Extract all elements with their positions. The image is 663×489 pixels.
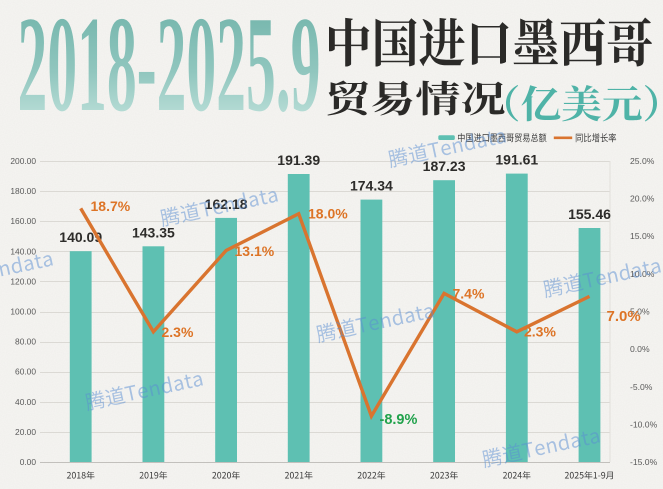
svg-text:-5.0%: -5.0% <box>630 382 653 392</box>
svg-text:2.3%: 2.3% <box>524 324 556 340</box>
svg-text:18.0%: 18.0% <box>308 206 348 222</box>
svg-text:155.46: 155.46 <box>568 206 611 222</box>
svg-text:10.0%: 10.0% <box>630 269 655 279</box>
svg-text:20.00: 20.00 <box>15 427 36 437</box>
svg-text:140.09: 140.09 <box>59 229 102 245</box>
svg-text:-8.9%: -8.9% <box>380 412 418 428</box>
svg-text:143.35: 143.35 <box>132 224 175 240</box>
svg-text:20.0%: 20.0% <box>630 194 655 204</box>
svg-text:187.23: 187.23 <box>423 158 466 174</box>
svg-text:2.3%: 2.3% <box>162 324 194 340</box>
svg-text:25.0%: 25.0% <box>630 156 655 166</box>
svg-text:191.61: 191.61 <box>495 152 538 168</box>
svg-text:100.00: 100.00 <box>10 307 36 317</box>
svg-text:200.00: 200.00 <box>10 156 36 166</box>
svg-text:40.00: 40.00 <box>15 397 36 407</box>
svg-text:0.0%: 0.0% <box>630 344 650 354</box>
svg-text:120.00: 120.00 <box>10 276 36 286</box>
svg-text:15.0%: 15.0% <box>630 231 655 241</box>
svg-text:174.34: 174.34 <box>350 178 393 194</box>
svg-text:-10.0%: -10.0% <box>630 419 658 429</box>
svg-text:60.00: 60.00 <box>15 367 36 377</box>
svg-text:5.0%: 5.0% <box>630 307 650 317</box>
svg-text:80.00: 80.00 <box>15 337 36 347</box>
svg-text:18.7%: 18.7% <box>91 198 131 214</box>
svg-text:7.0%: 7.0% <box>607 308 641 325</box>
svg-text:13.1%: 13.1% <box>235 243 275 259</box>
svg-text:0.00: 0.00 <box>20 457 37 467</box>
svg-text:180.00: 180.00 <box>10 186 36 196</box>
svg-text:7.4%: 7.4% <box>453 286 485 302</box>
svg-text:160.00: 160.00 <box>10 216 36 226</box>
svg-text:140.00: 140.00 <box>10 246 36 256</box>
svg-text:191.39: 191.39 <box>277 152 320 168</box>
svg-text:-15.0%: -15.0% <box>630 457 658 467</box>
svg-text:2018-2025.9: 2018-2025.9 <box>18 0 321 140</box>
